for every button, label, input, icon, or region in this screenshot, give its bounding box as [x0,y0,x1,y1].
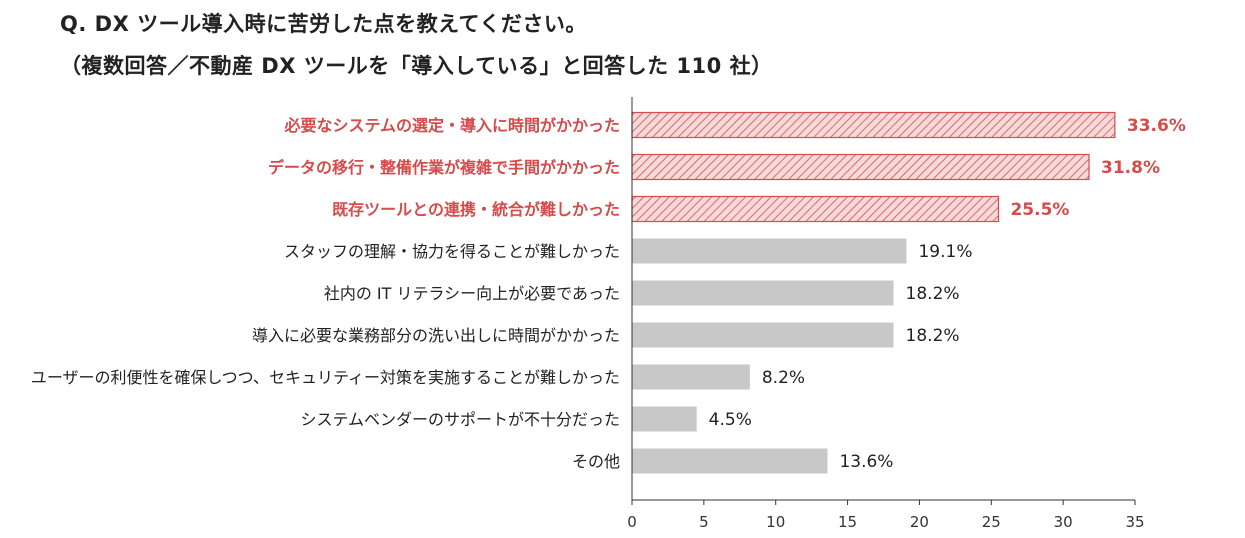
x-tick-label-10: 10 [766,513,785,531]
x-tick-label-25: 25 [982,513,1001,531]
chart-subtitle: （複数回答／不動産 DX ツールを「導入している」と回答した 110 社） [60,54,773,78]
bar-9 [632,448,828,474]
category-label-3: 既存ツールとの連携・統合が難しかった [332,200,620,219]
bar-4 [632,238,907,264]
x-tick-label-30: 30 [1054,513,1073,531]
value-label-3: 25.5% [1010,200,1069,220]
bar-3 [631,195,1000,223]
bar-7 [632,364,750,390]
x-tick-label-15: 15 [838,513,857,531]
value-label-1: 33.6% [1127,116,1186,136]
category-label-7: ユーザーの利便性を確保しつつ、セキュリティー対策を実施することが難しかった [31,368,620,387]
chart-title: Q. DX ツール導入時に苦労した点を教えてください。 [60,12,587,36]
bar-6 [632,322,894,348]
category-label-9: その他 [572,452,620,471]
category-label-5: 社内の IT リテラシー向上が必要であった [324,284,620,303]
value-label-2: 31.8% [1101,158,1160,178]
category-label-4: スタッフの理解・協力を得ることが難しかった [284,242,620,261]
value-label-5: 18.2% [906,284,960,304]
x-tick-label-5: 5 [699,513,709,531]
category-label-8: システムベンダーのサポートが不十分だった [300,410,620,429]
bar-2 [631,153,1090,181]
x-tick-label-20: 20 [910,513,929,531]
x-tick-label-0: 0 [627,513,637,531]
value-label-4: 19.1% [918,242,972,262]
bar-8 [632,406,697,432]
value-label-9: 13.6% [839,452,893,472]
value-label-7: 8.2% [762,368,805,388]
category-label-2: データの移行・整備作業が複雑で手間がかかった [268,158,620,177]
bar-5 [632,280,894,306]
bar-1 [631,111,1116,139]
category-label-6: 導入に必要な業務部分の洗い出しに時間がかかった [252,326,620,345]
value-label-6: 18.2% [906,326,960,346]
category-label-1: 必要なシステムの選定・導入に時間がかかった [283,116,620,135]
value-label-8: 4.5% [709,410,752,430]
x-tick-label-35: 35 [1125,513,1144,531]
